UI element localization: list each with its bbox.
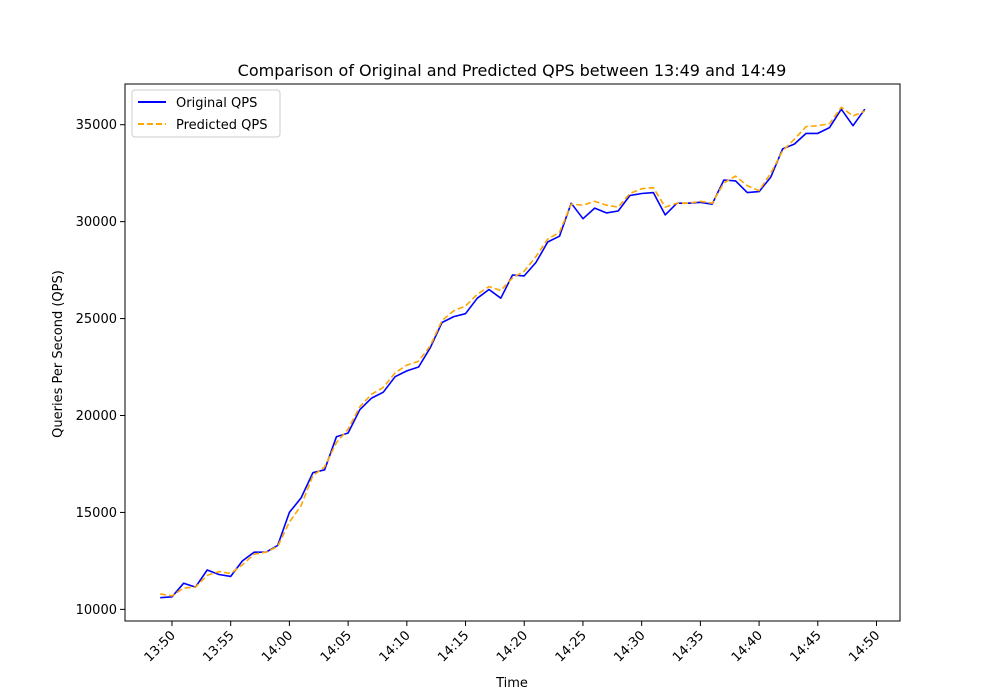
y-tick-label: 15000 — [76, 506, 117, 521]
axis-ticks: 10000 15000 20000 25000 30000 35000 13:50 13:55… — [76, 118, 884, 665]
legend-label-predicted: Predicted QPS — [176, 118, 267, 133]
y-tick-label: 10000 — [76, 603, 117, 618]
y-tick-label: 25000 — [76, 312, 117, 327]
x-tick-label: 14:30 — [611, 628, 648, 665]
x-tick-label: 14:00 — [259, 628, 296, 665]
series-lines — [160, 106, 866, 599]
x-tick-label: 14:05 — [318, 628, 355, 665]
chart-title: Comparison of Original and Predicted QPS… — [238, 61, 787, 80]
x-tick-label: 13:50 — [142, 628, 179, 665]
y-axis-label: Queries Per Second (QPS) — [51, 270, 66, 438]
x-tick-label: 14:45 — [788, 628, 825, 665]
y-tick-label: 30000 — [76, 215, 117, 230]
legend: Original QPS Predicted QPS — [131, 89, 281, 138]
x-tick-label: 14:20 — [494, 628, 531, 665]
x-tick-label: 14:40 — [729, 628, 766, 665]
x-tick-label: 14:50 — [846, 628, 883, 665]
x-tick-label: 14:35 — [670, 628, 707, 665]
series-predicted-qps-line — [160, 106, 866, 597]
y-tick-label: 20000 — [76, 409, 117, 424]
x-axis-label: Time — [495, 676, 528, 691]
x-tick-label: 14:10 — [377, 628, 414, 665]
series-original-qps-line — [160, 108, 866, 599]
y-tick-label: 35000 — [76, 118, 117, 133]
x-tick-label: 13:55 — [200, 628, 237, 665]
x-tick-label: 14:25 — [553, 628, 590, 665]
legend-box — [131, 89, 281, 138]
x-tick-label: 14:15 — [435, 628, 472, 665]
plot-area-frame — [124, 83, 901, 622]
legend-label-original: Original QPS — [176, 96, 257, 111]
